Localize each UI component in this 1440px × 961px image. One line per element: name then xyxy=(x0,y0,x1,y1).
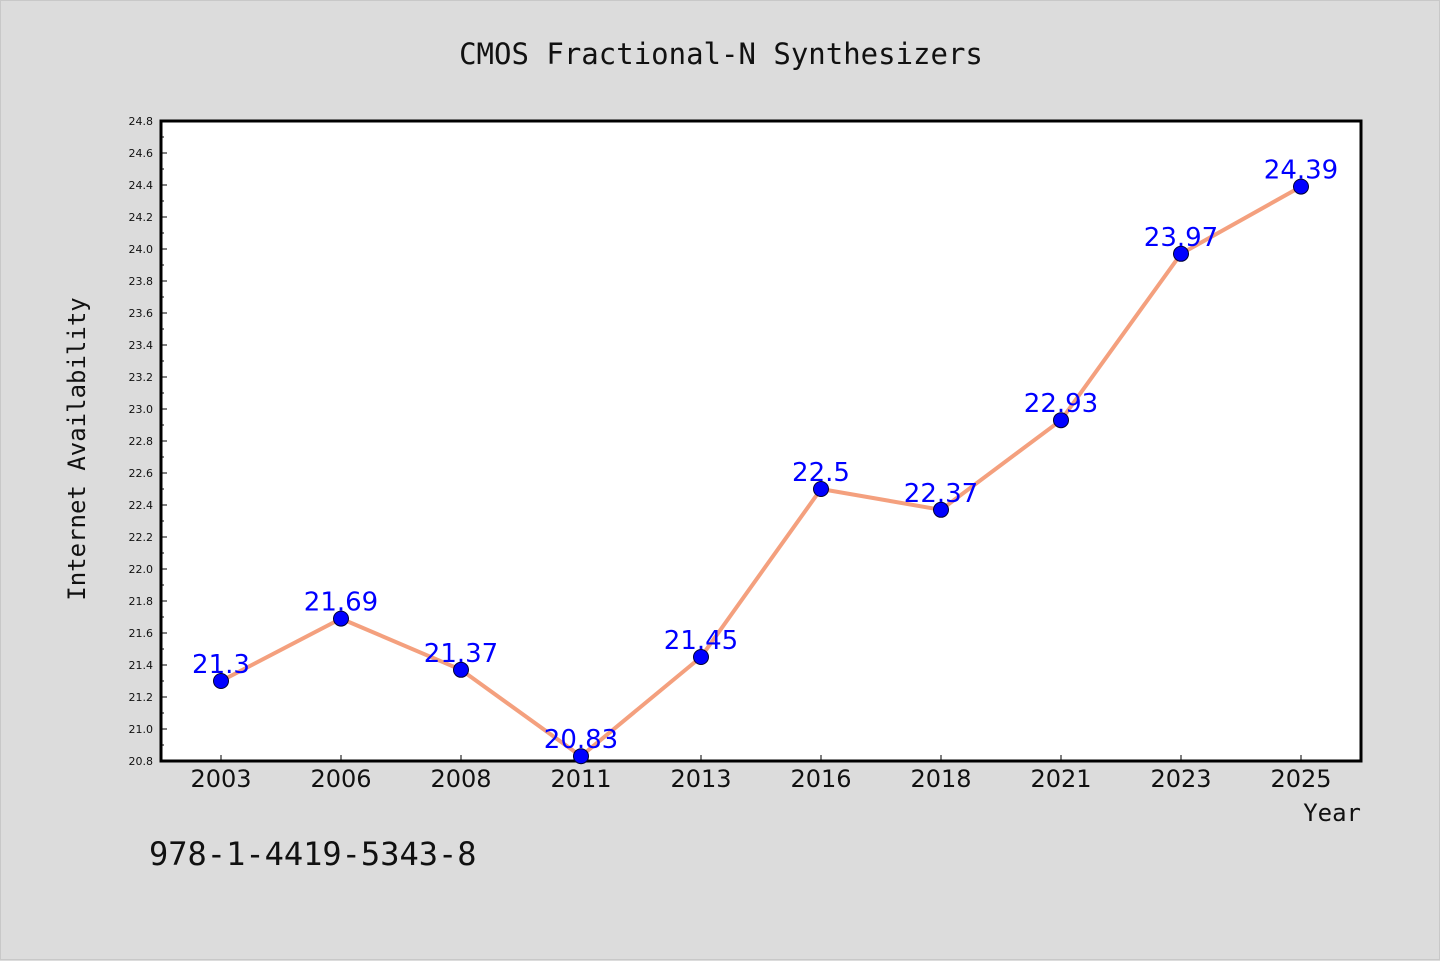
data-label: 22.37 xyxy=(904,479,978,509)
data-point xyxy=(1293,178,1309,195)
data-point xyxy=(1053,412,1069,429)
y-tick-label: 21.4 xyxy=(129,659,154,672)
footer-isbn: 978-1-4419-5343-8 xyxy=(149,835,477,873)
y-axis: 20.8 21.0 21.2 21.4 21.6 21.8 22.0 22.2 22.4 22.6… xyxy=(129,115,167,768)
data-label: 22.93 xyxy=(1024,389,1098,419)
y-tick-label: 24.2 xyxy=(129,211,154,224)
y-tick-label: 23.0 xyxy=(129,403,154,416)
y-axis-label: Internet Availability xyxy=(63,297,91,600)
y-tick-label: 21.6 xyxy=(129,627,154,640)
y-tick-label: 22.6 xyxy=(129,467,154,480)
data-labels: 21.3 21.69 21.37 20.83 21.45 22.5 22.37 22.93 23… xyxy=(192,156,1338,756)
y-tick-label: 23.8 xyxy=(129,275,154,288)
data-label: 21.3 xyxy=(192,650,250,680)
y-tick-label: 20.8 xyxy=(129,755,154,768)
data-point xyxy=(933,501,949,518)
y-tick-label: 24.6 xyxy=(129,147,154,160)
x-tick-label: 2016 xyxy=(790,765,851,793)
y-tick-label: 24.0 xyxy=(129,243,154,256)
y-tick-label: 22.2 xyxy=(129,531,154,544)
data-label: 22.5 xyxy=(792,458,850,488)
x-tick-label: 2023 xyxy=(1150,765,1211,793)
y-tick-label: 22.4 xyxy=(129,499,154,512)
chart-title: CMOS Fractional-N Synthesizers xyxy=(459,37,983,71)
y-tick-label: 23.6 xyxy=(129,307,154,320)
x-tick-label: 2006 xyxy=(310,765,371,793)
data-label: 23.97 xyxy=(1144,223,1218,253)
x-tick-label: 2011 xyxy=(550,765,611,793)
data-point xyxy=(1173,245,1189,262)
series-layer xyxy=(213,178,1309,765)
x-tick-label: 2025 xyxy=(1270,765,1331,793)
data-point xyxy=(813,481,829,497)
y-tick-label: 23.4 xyxy=(129,339,154,352)
x-axis-label: Year xyxy=(1303,799,1361,827)
data-point xyxy=(213,673,229,689)
y-tick-label: 21.2 xyxy=(129,691,154,704)
data-label: 21.37 xyxy=(424,639,498,669)
x-tick-label: 2013 xyxy=(670,765,731,793)
y-tick-label: 21.0 xyxy=(129,723,154,736)
data-label: 21.69 xyxy=(304,588,378,618)
y-tick-label: 24.4 xyxy=(129,179,154,192)
series-line xyxy=(220,184,1302,759)
x-tick-label: 2018 xyxy=(910,765,971,793)
plot-area xyxy=(159,119,1363,763)
data-point xyxy=(333,610,349,627)
x-tick-label: 2021 xyxy=(1030,765,1091,793)
x-tick-label: 2003 xyxy=(190,765,251,793)
y-tick-label: 23.2 xyxy=(129,371,154,384)
data-label: 24.39 xyxy=(1264,156,1338,186)
y-tick-label: 21.8 xyxy=(129,595,154,608)
y-tick-label: 24.8 xyxy=(129,115,154,128)
data-point xyxy=(453,661,469,678)
data-point xyxy=(693,649,709,665)
x-axis: 2003 2006 2008 2011 2013 2016 2018 2021 2023 2025 xyxy=(190,755,1332,793)
data-label: 20.83 xyxy=(544,725,618,755)
y-tick-label: 22.8 xyxy=(129,435,154,448)
x-tick-label: 2008 xyxy=(430,765,491,793)
data-label: 21.45 xyxy=(664,626,738,656)
data-point xyxy=(573,748,589,765)
y-tick-label: 22.0 xyxy=(129,563,154,576)
